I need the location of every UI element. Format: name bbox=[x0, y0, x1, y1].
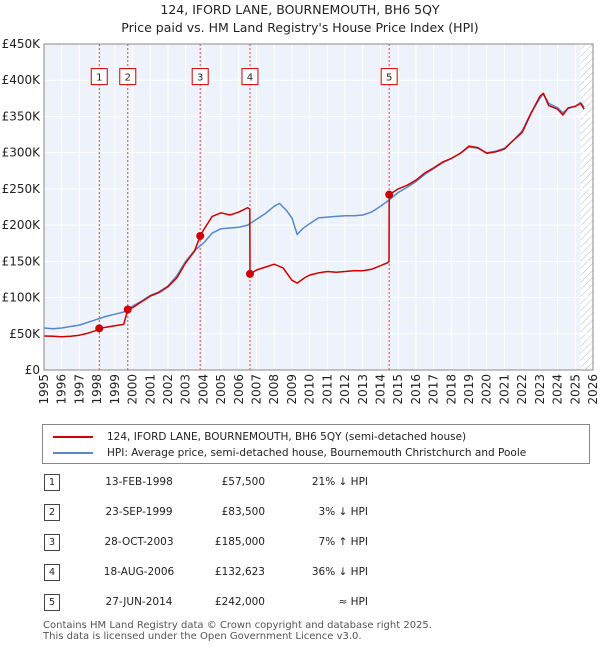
plot-border bbox=[43, 43, 594, 371]
table-row: 4 18-AUG-2006 £132,623 36% ↓ HPI bbox=[0, 564, 600, 584]
x-tick-label: 2008 bbox=[267, 374, 281, 405]
transaction-number: 4 bbox=[44, 564, 60, 581]
table-row: 3 28-OCT-2003 £185,000 7% ↑ HPI bbox=[0, 534, 600, 554]
price-chart: 124, IFORD LANE, BOURNEMOUTH, BH6 5QY Pr… bbox=[2, 2, 600, 405]
transaction-date: 28-OCT-2003 bbox=[104, 536, 174, 548]
x-tick-label: 2001 bbox=[143, 374, 157, 405]
legend-swatch-property bbox=[53, 436, 93, 438]
y-tick-label: £450K bbox=[2, 37, 42, 51]
y-tick-label: £350K bbox=[2, 109, 42, 123]
sale-point bbox=[123, 305, 132, 314]
transaction-price: £242,000 bbox=[214, 596, 265, 608]
transaction-date: 23-SEP-1999 bbox=[105, 506, 173, 518]
x-tick-label: 2013 bbox=[356, 374, 370, 405]
legend-item-hpi: HPI: Average price, semi-detached house,… bbox=[53, 445, 526, 461]
transaction-number: 3 bbox=[44, 534, 60, 551]
sale-marker-box bbox=[119, 68, 137, 86]
chart-legend: 124, IFORD LANE, BOURNEMOUTH, BH6 5QY (s… bbox=[42, 424, 590, 464]
x-tick-label: 2018 bbox=[444, 374, 458, 405]
chart-title: 124, IFORD LANE, BOURNEMOUTH, BH6 5QY bbox=[160, 2, 440, 17]
table-row: 5 27-JUN-2014 £242,000 ≈ HPI bbox=[0, 594, 600, 614]
footer-attribution: Contains HM Land Registry data © Crown c… bbox=[43, 620, 432, 642]
y-tick-label: £50K bbox=[9, 327, 41, 341]
transaction-date: 18-AUG-2006 bbox=[103, 566, 175, 578]
transaction-number: 2 bbox=[44, 504, 60, 521]
x-tick-label: 2014 bbox=[373, 374, 387, 405]
y-tick-label: £400K bbox=[2, 73, 42, 87]
footer-copyright: Contains HM Land Registry data © Crown c… bbox=[43, 620, 432, 631]
y-tick-label: £0 bbox=[25, 363, 40, 377]
legend-label-property: 124, IFORD LANE, BOURNEMOUTH, BH6 5QY (s… bbox=[107, 431, 467, 443]
transaction-price: £83,500 bbox=[221, 506, 265, 518]
sale-point bbox=[245, 269, 254, 278]
x-tick-label: 2021 bbox=[497, 374, 511, 405]
plot-background bbox=[44, 44, 593, 370]
x-tick-label: 2004 bbox=[196, 374, 210, 405]
property-price-line bbox=[43, 92, 585, 338]
x-tick-label: 2012 bbox=[338, 374, 352, 405]
transaction-date: 13-FEB-1998 bbox=[105, 476, 173, 488]
x-tick-label: 2016 bbox=[409, 374, 423, 405]
x-tick-label: 2024 bbox=[551, 374, 565, 405]
sale-marker-box bbox=[380, 68, 398, 86]
future-region-hatch bbox=[580, 44, 593, 370]
chart-subtitle: Price paid vs. HM Land Registry's House … bbox=[121, 20, 478, 35]
x-tick-label: 2011 bbox=[320, 374, 334, 405]
transaction-price: £57,500 bbox=[221, 476, 265, 488]
x-tick-label: 2015 bbox=[391, 374, 405, 405]
footer-licence: This data is licensed under the Open Gov… bbox=[43, 631, 362, 642]
x-tick-label: 2005 bbox=[214, 374, 228, 405]
x-tick-label: 2019 bbox=[462, 374, 476, 405]
x-tick-label: 1996 bbox=[55, 374, 69, 405]
sale-marker-label: 5 bbox=[386, 73, 392, 84]
table-row: 1 13-FEB-1998 £57,500 21% ↓ HPI bbox=[0, 474, 600, 494]
legend-label-hpi: HPI: Average price, semi-detached house,… bbox=[107, 447, 527, 459]
sale-marker-label: 1 bbox=[96, 73, 102, 84]
x-tick-label: 2017 bbox=[427, 374, 441, 405]
x-tick-label: 2009 bbox=[285, 374, 299, 405]
x-tick-label: 2026 bbox=[586, 374, 600, 405]
x-tick-label: 2000 bbox=[126, 374, 140, 405]
transaction-price: £185,000 bbox=[214, 536, 265, 548]
sale-marker-label: 4 bbox=[247, 73, 253, 84]
x-tick-label: 2003 bbox=[179, 374, 193, 405]
sale-point bbox=[95, 324, 104, 333]
transaction-hpi-diff: 3% ↓ HPI bbox=[318, 506, 368, 518]
x-tick-label: 1998 bbox=[90, 374, 104, 405]
sale-point bbox=[385, 190, 394, 199]
sale-marker-box bbox=[90, 68, 108, 86]
sale-marker-label: 2 bbox=[125, 73, 131, 84]
x-tick-label: 2010 bbox=[303, 374, 317, 405]
legend-swatch-hpi bbox=[53, 452, 93, 454]
sale-marker-box bbox=[191, 68, 209, 86]
x-tick-label: 2006 bbox=[232, 374, 246, 405]
y-tick-label: £100K bbox=[2, 291, 42, 305]
table-row: 2 23-SEP-1999 £83,500 3% ↓ HPI bbox=[0, 504, 600, 524]
transaction-hpi-diff: 21% ↓ HPI bbox=[311, 476, 368, 488]
y-tick-label: £200K bbox=[2, 218, 42, 232]
x-tick-label: 1995 bbox=[37, 374, 51, 405]
x-tick-label: 2022 bbox=[515, 374, 529, 405]
x-tick-label: 2020 bbox=[480, 374, 494, 405]
transaction-price: £132,623 bbox=[214, 566, 265, 578]
y-tick-label: £150K bbox=[2, 254, 42, 268]
sale-marker-label: 3 bbox=[197, 73, 203, 84]
x-tick-label: 2025 bbox=[568, 374, 582, 405]
transaction-date: 27-JUN-2014 bbox=[105, 596, 173, 608]
x-tick-label: 1999 bbox=[108, 374, 122, 405]
sale-marker-box bbox=[241, 68, 259, 86]
legend-item-property: 124, IFORD LANE, BOURNEMOUTH, BH6 5QY (s… bbox=[53, 429, 466, 445]
transaction-hpi-diff: 36% ↓ HPI bbox=[311, 566, 368, 578]
transaction-hpi-diff: ≈ HPI bbox=[338, 596, 368, 608]
x-tick-label: 2023 bbox=[533, 374, 547, 405]
transaction-number: 5 bbox=[44, 594, 60, 611]
y-tick-label: £250K bbox=[2, 182, 42, 196]
transaction-hpi-diff: 7% ↑ HPI bbox=[318, 536, 368, 548]
x-tick-label: 2002 bbox=[161, 374, 175, 405]
y-tick-label: £300K bbox=[2, 146, 42, 160]
x-tick-label: 2007 bbox=[250, 374, 264, 405]
sale-point bbox=[196, 231, 205, 240]
transaction-number: 1 bbox=[44, 474, 60, 491]
x-tick-label: 1997 bbox=[72, 374, 86, 405]
